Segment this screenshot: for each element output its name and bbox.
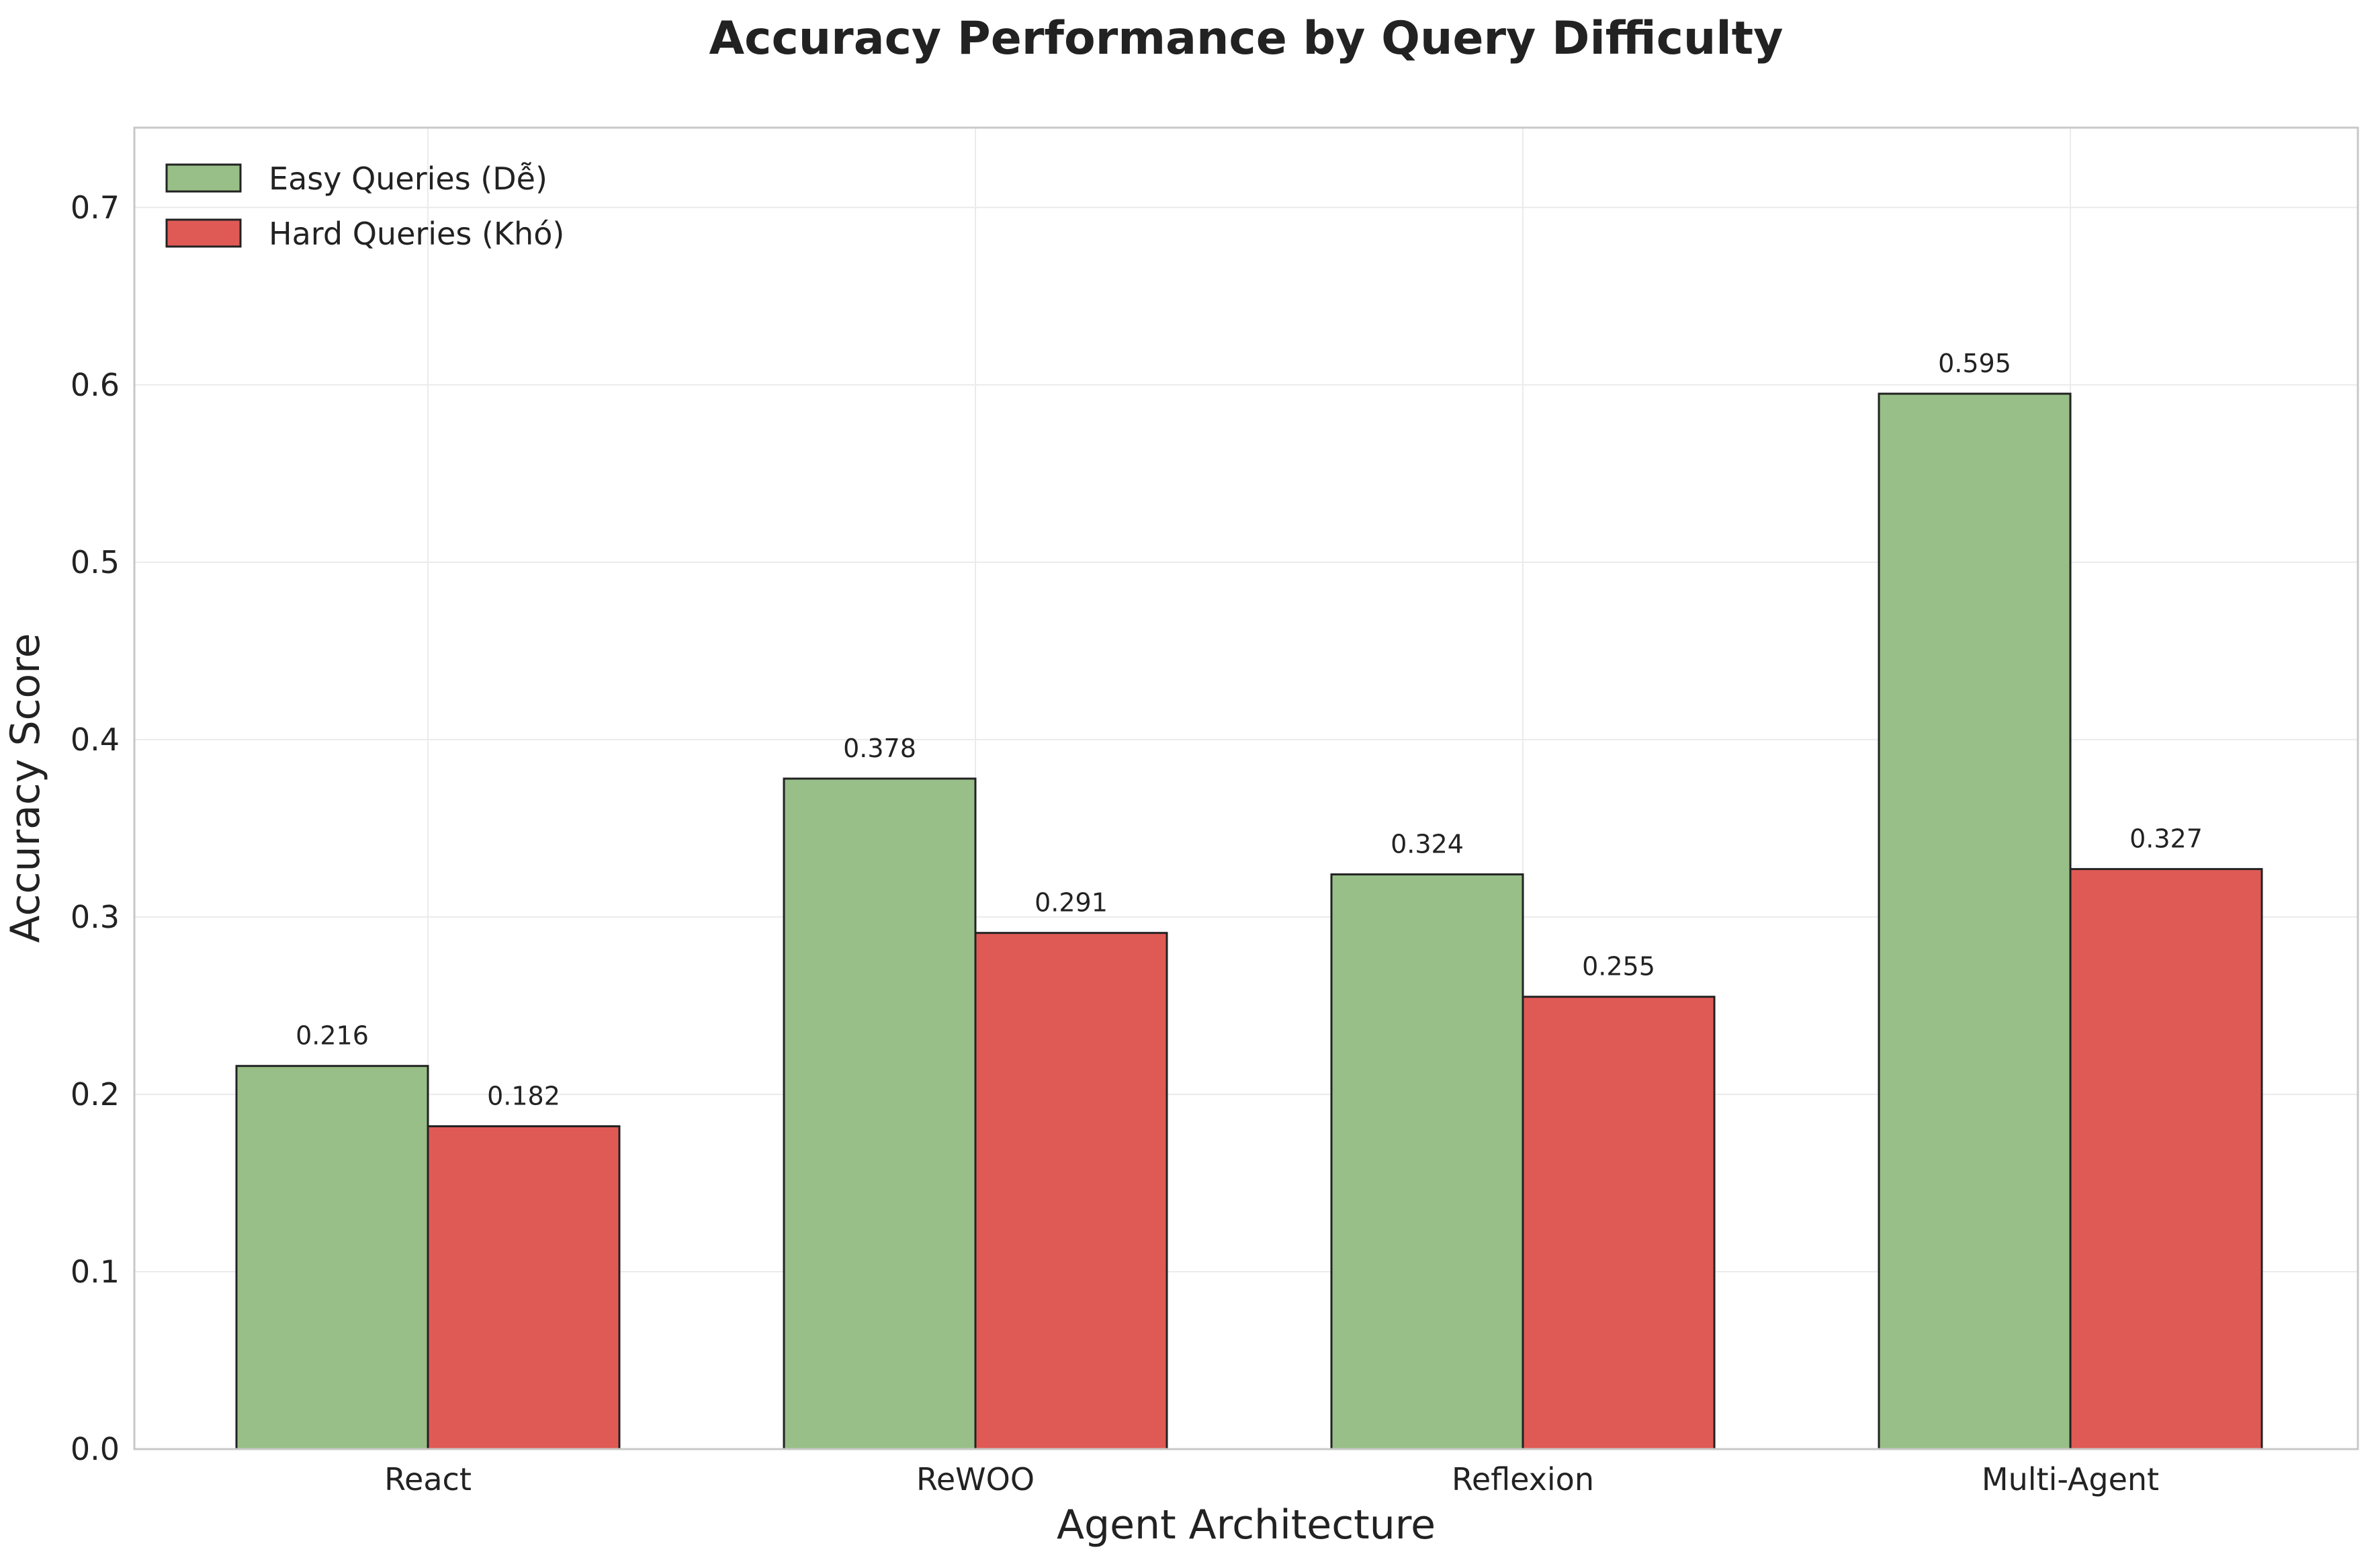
plot-frame (133, 126, 2359, 1450)
bar-value-label: 0.327 (2129, 824, 2203, 854)
bar-value-label: 0.595 (1938, 349, 2011, 378)
legend: Easy Queries (Dễ) Hard Queries (Khó) (165, 161, 564, 252)
y-tick-label: 0.4 (71, 722, 120, 758)
legend-label-hard: Hard Queries (Khó) (269, 216, 564, 252)
bar-value-label: 0.182 (487, 1081, 560, 1110)
bar-value-label: 0.378 (843, 734, 916, 763)
y-tick-label: 0.3 (71, 899, 120, 935)
y-axis-ticks: 0.0 0.1 0.2 0.3 0.4 0.5 0.6 0.7 (71, 189, 120, 1467)
x-tick-label: Reflexion (1452, 1461, 1594, 1497)
chart-title: Accuracy Performance by Query Difficulty (709, 12, 1784, 65)
y-tick-label: 0.1 (71, 1254, 120, 1290)
y-tick-label: 0.7 (71, 189, 120, 226)
easy-bar-reflexion (1330, 873, 1524, 1450)
hard-bar-multi-agent (2069, 868, 2263, 1450)
easy-bar-rewoo (783, 777, 977, 1450)
x-tick-label: Multi-Agent (1982, 1461, 2159, 1497)
y-tick-label: 0.6 (71, 367, 120, 403)
easy-bar-multi-agent (1878, 392, 2072, 1450)
x-axis-ticks: React ReWOO Reflexion Multi-Agent (384, 1461, 2159, 1497)
bar-value-label: 0.255 (1582, 952, 1655, 982)
legend-swatch-easy (165, 163, 242, 193)
legend-swatch-hard (165, 218, 242, 248)
bars (235, 392, 2263, 1450)
x-tick-label: React (384, 1461, 472, 1497)
x-axis-label: Agent Architecture (1057, 1501, 1436, 1549)
hard-bar-rewoo (974, 932, 1168, 1450)
bar-value-label: 0.291 (1035, 888, 1108, 918)
x-tick-label: ReWOO (916, 1461, 1035, 1497)
y-axis-label: Accuracy Score (2, 633, 49, 943)
y-tick-label: 0.5 (71, 544, 120, 580)
bar-value-label: 0.216 (296, 1021, 369, 1051)
easy-bar-react (235, 1065, 429, 1450)
hard-bar-react (427, 1125, 621, 1450)
bar-value-label: 0.324 (1391, 830, 1464, 859)
y-tick-label: 0.2 (71, 1076, 120, 1113)
legend-label-easy: Easy Queries (Dễ) (269, 161, 547, 197)
y-tick-label: 0.0 (71, 1431, 120, 1467)
hard-bar-reflexion (1522, 996, 1716, 1450)
value-labels: 0.216 0.378 0.324 0.595 0.182 0.291 0.255 0.327 (296, 349, 2203, 1110)
